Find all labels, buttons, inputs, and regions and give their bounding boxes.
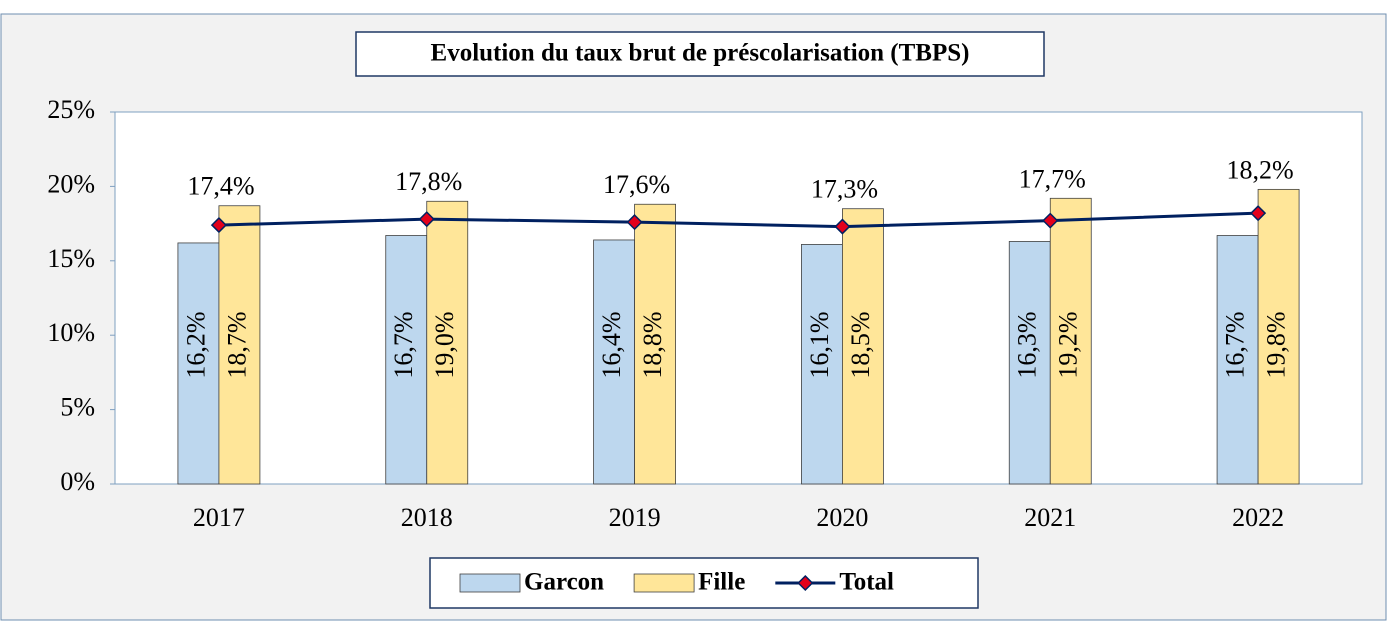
bar-value-label: 19,0% — [430, 311, 459, 378]
bar — [1257, 188, 1300, 485]
bar — [634, 203, 676, 485]
line-value-label: 17,4% — [187, 172, 254, 201]
line-marker — [418, 211, 435, 228]
bar — [1216, 235, 1259, 485]
legend-marker — [797, 574, 814, 592]
legend-swatch — [459, 573, 521, 593]
line-marker — [834, 218, 851, 235]
x-tick-label: 2020 — [816, 503, 868, 532]
line-value-label: 17,8% — [395, 167, 462, 196]
line-value-label: 17,3% — [811, 175, 878, 204]
legend-label: Fille — [698, 569, 745, 596]
bar-value-label: 19,2% — [1054, 311, 1083, 378]
line-value-label: 17,7% — [1019, 164, 1086, 193]
bar-value-label: 16,4% — [597, 311, 626, 378]
bar-value-label: 16,7% — [1221, 311, 1250, 378]
bar — [1049, 197, 1092, 485]
legend-swatch — [633, 573, 695, 593]
y-tick-label: 15% — [47, 244, 95, 273]
y-tick-label: 10% — [47, 318, 95, 347]
bar-value-label: 16,7% — [389, 311, 418, 378]
bar — [177, 242, 220, 485]
y-tick-label: 25% — [47, 95, 95, 124]
x-tick-label: 2017 — [193, 503, 245, 532]
bar — [218, 205, 261, 485]
legend-label: Total — [839, 569, 894, 596]
bar-value-label: 18,5% — [846, 311, 875, 378]
line-value-label: 18,2% — [1226, 155, 1293, 184]
line — [218, 211, 1259, 229]
bar-value-label: 18,7% — [222, 311, 251, 378]
bar — [426, 200, 469, 485]
legend-label: Garcon — [524, 569, 604, 596]
bar — [1008, 241, 1051, 485]
title-box — [355, 31, 1045, 77]
line-value-label: 17,6% — [603, 170, 670, 199]
y-tick-label: 0% — [60, 467, 95, 496]
line-marker — [1250, 205, 1267, 222]
x-tick-label: 2018 — [401, 503, 453, 532]
chart-title: Evolution du taux brut de préscolarisati… — [431, 40, 970, 67]
bar — [385, 235, 428, 485]
x-tick-label: 2019 — [609, 503, 661, 532]
bar-value-label: 16,2% — [181, 311, 210, 378]
bar-value-label: 16,3% — [1013, 311, 1042, 378]
x-tick-label: 2022 — [1232, 503, 1284, 532]
bar — [593, 239, 635, 485]
bar-value-label: 18,8% — [638, 311, 667, 378]
x-tick-label: 2021 — [1024, 503, 1076, 532]
y-tick-label: 20% — [47, 169, 95, 198]
legend-box — [429, 557, 979, 609]
bar — [801, 244, 843, 485]
line-marker — [1042, 212, 1059, 229]
bar-value-label: 19,8% — [1262, 311, 1291, 378]
plot-area — [114, 111, 1363, 485]
line-marker — [626, 214, 643, 231]
y-tick-label: 5% — [60, 393, 95, 422]
bar — [842, 208, 884, 485]
bar-value-label: 16,1% — [805, 311, 834, 378]
line-marker — [210, 217, 227, 234]
